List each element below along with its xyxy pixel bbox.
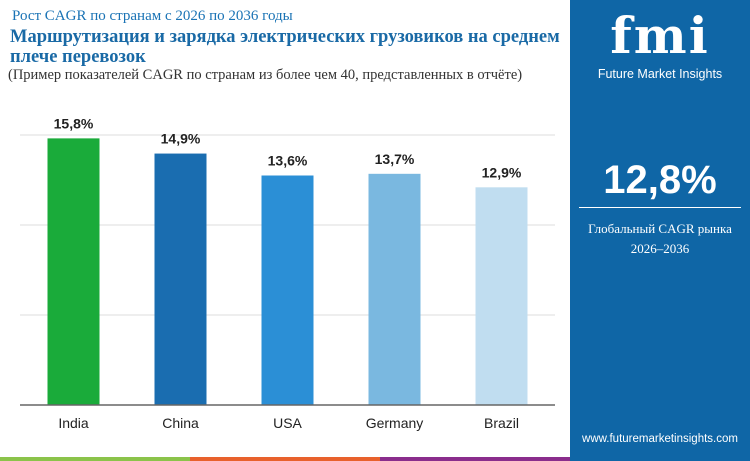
data-label: 12,9% xyxy=(482,164,522,180)
website-link[interactable]: www.futuremarketinsights.com xyxy=(582,433,738,445)
bar-chart: 15,8% India 14,9% China 13,6% USA 13,7% Germany… xyxy=(20,115,555,431)
chart-note: (Пример показателей CAGR по странам из б… xyxy=(8,67,523,83)
global-cagr-value: 12,8% xyxy=(603,158,717,202)
bar-germany xyxy=(368,173,421,405)
brand-name: Future Market Insights xyxy=(597,67,723,81)
x-tick-label: Germany xyxy=(366,415,424,431)
bar-india xyxy=(47,138,100,405)
footer-strip-purple xyxy=(380,457,570,461)
x-tick-label: India xyxy=(58,415,89,431)
cagr-label: Глобальный CAGR рынка xyxy=(588,221,732,236)
x-tick-label: USA xyxy=(273,415,302,431)
bar-usa xyxy=(261,175,314,405)
data-label: 13,6% xyxy=(268,153,308,169)
data-label: 15,8% xyxy=(54,115,94,131)
footer-strip-orange xyxy=(190,457,380,461)
bar-china xyxy=(154,153,207,405)
global-cagr-label: Глобальный CAGR рынка 2026–2036 xyxy=(570,219,750,259)
data-label: 13,7% xyxy=(375,151,415,167)
fmi-logo: fmi xyxy=(610,6,710,65)
chart-subtitle: Рост CAGR по странам с 2026 по 2036 годы xyxy=(12,8,293,24)
sidebar-panel: fmi Future Market Insights 12,8% Глобаль… xyxy=(570,0,750,461)
bar-brazil xyxy=(475,187,528,405)
divider xyxy=(579,207,741,208)
data-label: 14,9% xyxy=(161,131,201,147)
x-tick-label: Brazil xyxy=(484,415,519,431)
x-tick-label: China xyxy=(162,415,199,431)
cagr-period: 2026–2036 xyxy=(630,241,690,256)
chart-title: Маршрутизация и зарядка электрических гр… xyxy=(10,27,560,67)
footer-strip-green xyxy=(0,457,190,461)
